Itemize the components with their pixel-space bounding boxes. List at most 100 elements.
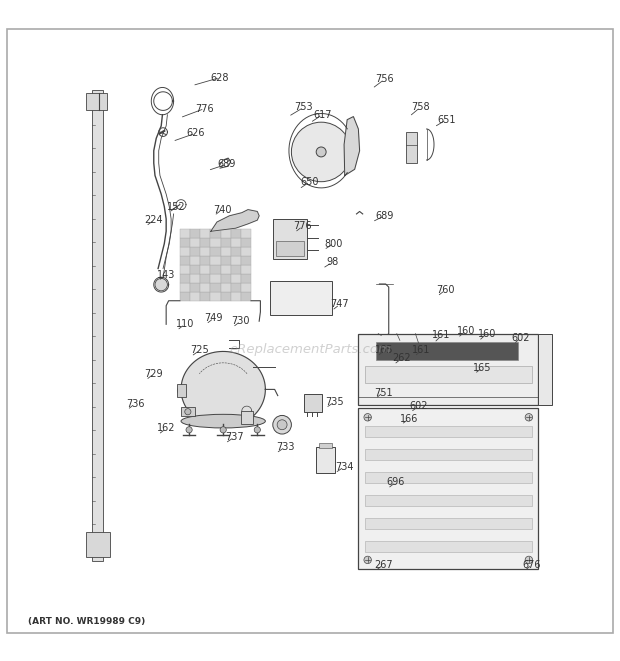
- Bar: [190, 229, 200, 239]
- Bar: [200, 274, 210, 283]
- Text: 776: 776: [195, 104, 214, 114]
- Polygon shape: [181, 352, 265, 428]
- Bar: [190, 274, 200, 283]
- Bar: [210, 239, 221, 247]
- Text: 267: 267: [374, 560, 392, 570]
- Text: 262: 262: [392, 354, 411, 364]
- Text: 760: 760: [436, 285, 454, 295]
- Text: 224: 224: [144, 215, 163, 225]
- Bar: [538, 334, 552, 405]
- Circle shape: [185, 408, 191, 415]
- Bar: [200, 265, 210, 274]
- Text: 749: 749: [205, 313, 223, 323]
- Bar: [241, 239, 251, 247]
- Circle shape: [291, 122, 351, 182]
- Bar: [365, 366, 532, 383]
- Circle shape: [186, 427, 192, 433]
- Bar: [376, 342, 518, 360]
- Bar: [358, 334, 538, 405]
- Bar: [221, 265, 231, 274]
- Bar: [241, 411, 253, 424]
- Text: 676: 676: [523, 560, 541, 570]
- Bar: [365, 426, 532, 437]
- Text: eReplacementParts.com: eReplacementParts.com: [229, 342, 391, 356]
- Text: 160: 160: [457, 325, 476, 336]
- Polygon shape: [211, 210, 259, 231]
- Text: 617: 617: [313, 110, 332, 120]
- Text: 161: 161: [432, 330, 451, 340]
- Bar: [241, 274, 251, 283]
- Text: 758: 758: [411, 102, 430, 112]
- Text: 152: 152: [167, 202, 186, 212]
- Bar: [231, 229, 241, 239]
- Bar: [406, 132, 417, 163]
- Bar: [319, 444, 332, 448]
- Text: 740: 740: [213, 205, 231, 215]
- Bar: [210, 292, 221, 301]
- Text: 98: 98: [326, 257, 339, 267]
- Circle shape: [220, 427, 226, 433]
- Bar: [231, 292, 241, 301]
- Bar: [231, 247, 241, 256]
- Bar: [231, 239, 241, 247]
- Text: 730: 730: [231, 316, 250, 326]
- Bar: [190, 256, 200, 265]
- Bar: [273, 219, 307, 259]
- Text: 689: 689: [375, 211, 394, 221]
- Bar: [210, 247, 221, 256]
- Bar: [221, 247, 231, 256]
- Bar: [231, 283, 241, 292]
- Bar: [180, 239, 190, 247]
- Text: 161: 161: [412, 345, 431, 356]
- Text: (ART NO. WR19989 C9): (ART NO. WR19989 C9): [28, 617, 145, 627]
- Circle shape: [277, 420, 287, 430]
- Bar: [180, 256, 190, 265]
- Bar: [210, 283, 221, 292]
- Text: 733: 733: [276, 442, 294, 452]
- Bar: [358, 408, 538, 569]
- Text: 689: 689: [217, 159, 236, 169]
- Text: 166: 166: [400, 414, 419, 424]
- Bar: [304, 394, 322, 412]
- Bar: [180, 283, 190, 292]
- Text: 696: 696: [386, 477, 405, 487]
- Bar: [241, 256, 251, 265]
- Bar: [270, 281, 332, 315]
- Bar: [200, 256, 210, 265]
- Bar: [210, 265, 221, 274]
- Bar: [200, 247, 210, 256]
- Bar: [190, 292, 200, 301]
- Bar: [241, 247, 251, 256]
- Text: 650: 650: [301, 176, 319, 186]
- Text: 800: 800: [324, 239, 343, 249]
- Bar: [210, 274, 221, 283]
- Circle shape: [316, 147, 326, 157]
- Circle shape: [525, 556, 533, 564]
- Text: 143: 143: [157, 270, 175, 280]
- Circle shape: [364, 414, 371, 421]
- Text: 165: 165: [473, 363, 492, 373]
- Text: 756: 756: [375, 75, 394, 85]
- Bar: [221, 292, 231, 301]
- Bar: [92, 90, 103, 561]
- Bar: [231, 274, 241, 283]
- Bar: [190, 283, 200, 292]
- Bar: [190, 247, 200, 256]
- Circle shape: [254, 427, 260, 433]
- Bar: [276, 241, 304, 256]
- Bar: [181, 407, 195, 416]
- Circle shape: [155, 278, 167, 291]
- Bar: [231, 265, 241, 274]
- Text: 110: 110: [175, 319, 194, 329]
- Bar: [200, 283, 210, 292]
- Text: 160: 160: [477, 329, 496, 338]
- Bar: [86, 532, 110, 557]
- Bar: [180, 265, 190, 274]
- Circle shape: [525, 414, 533, 421]
- Text: 729: 729: [144, 369, 163, 379]
- Bar: [365, 541, 532, 553]
- Bar: [221, 239, 231, 247]
- Bar: [221, 283, 231, 292]
- Bar: [365, 472, 532, 483]
- Text: 626: 626: [186, 128, 205, 138]
